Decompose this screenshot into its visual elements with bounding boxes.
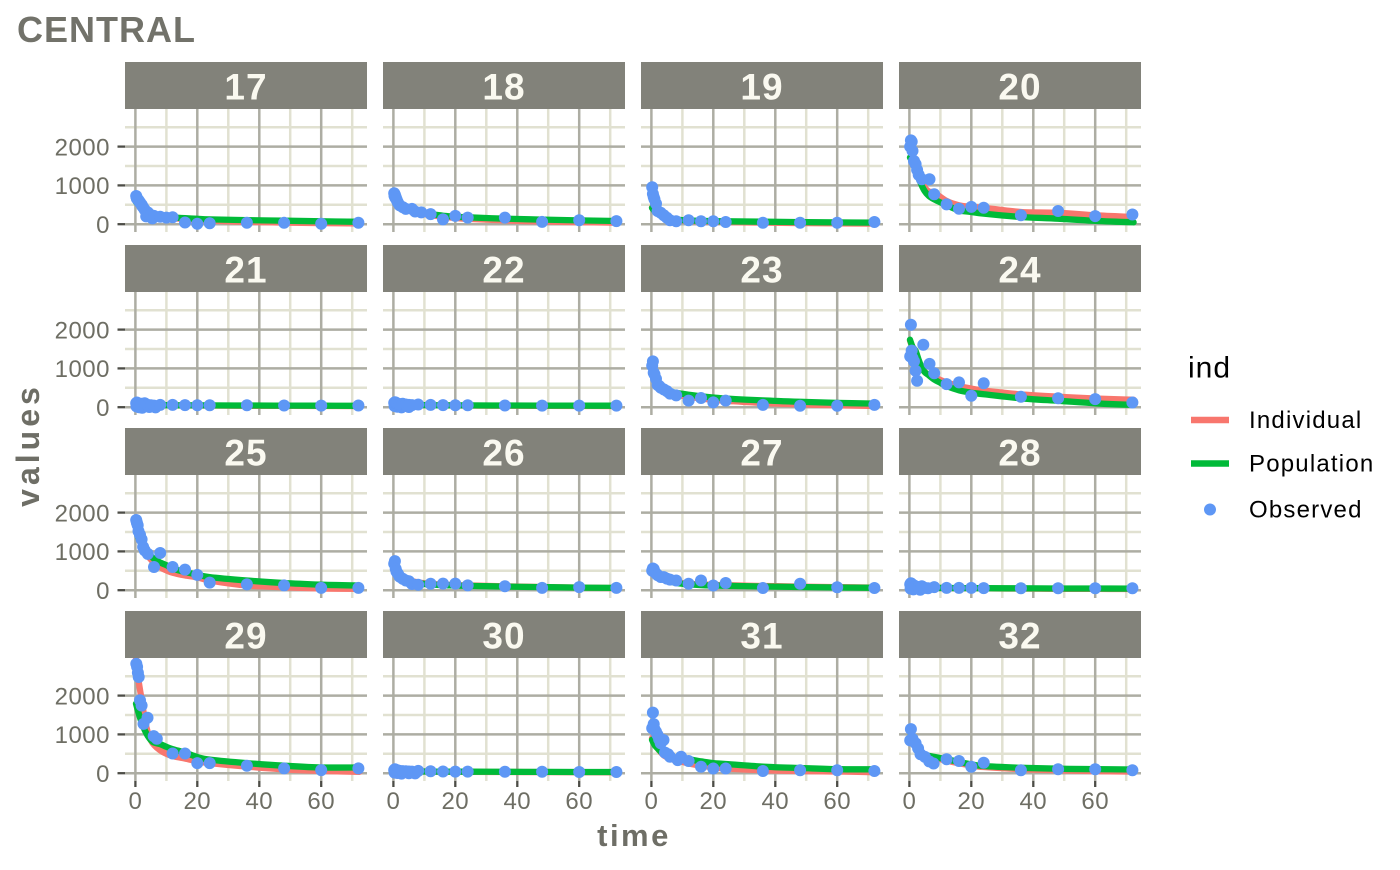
svg-text:60: 60 [1081, 788, 1109, 815]
svg-text:0: 0 [386, 788, 400, 815]
svg-text:22: 22 [482, 250, 525, 291]
svg-text:2000: 2000 [55, 500, 110, 527]
svg-text:Individual: Individual [1249, 407, 1362, 434]
svg-text:19: 19 [740, 67, 783, 108]
svg-text:24: 24 [998, 250, 1041, 291]
svg-text:32: 32 [998, 616, 1041, 657]
svg-text:values: values [10, 383, 46, 507]
svg-text:0: 0 [644, 788, 658, 815]
svg-text:17: 17 [224, 67, 267, 108]
svg-text:0: 0 [96, 761, 110, 788]
svg-text:1000: 1000 [55, 173, 110, 200]
svg-text:18: 18 [482, 67, 525, 108]
svg-text:1000: 1000 [55, 356, 110, 383]
svg-text:20: 20 [183, 788, 211, 815]
svg-text:60: 60 [565, 788, 593, 815]
svg-text:26: 26 [482, 433, 525, 474]
svg-text:CENTRAL: CENTRAL [17, 9, 196, 50]
svg-text:0: 0 [128, 788, 142, 815]
svg-text:60: 60 [307, 788, 335, 815]
svg-text:60: 60 [823, 788, 851, 815]
svg-text:40: 40 [1019, 788, 1047, 815]
svg-text:40: 40 [761, 788, 789, 815]
svg-text:2000: 2000 [55, 134, 110, 161]
svg-text:28: 28 [998, 433, 1041, 474]
svg-text:40: 40 [503, 788, 531, 815]
svg-text:2000: 2000 [55, 683, 110, 710]
svg-text:20: 20 [699, 788, 727, 815]
svg-text:40: 40 [245, 788, 273, 815]
svg-text:1000: 1000 [55, 539, 110, 566]
svg-text:29: 29 [224, 616, 267, 657]
svg-text:0: 0 [96, 395, 110, 422]
svg-text:21: 21 [224, 250, 267, 291]
svg-text:30: 30 [482, 616, 525, 657]
svg-text:1000: 1000 [55, 722, 110, 749]
svg-text:20: 20 [957, 788, 985, 815]
svg-text:ind: ind [1188, 352, 1231, 385]
svg-text:Population: Population [1249, 451, 1374, 478]
svg-text:time: time [597, 818, 671, 853]
svg-text:31: 31 [740, 616, 783, 657]
svg-text:25: 25 [224, 433, 267, 474]
svg-text:20: 20 [998, 67, 1041, 108]
svg-text:2000: 2000 [55, 317, 110, 344]
svg-text:Observed: Observed [1249, 497, 1363, 524]
svg-text:27: 27 [740, 433, 783, 474]
svg-text:0: 0 [96, 212, 110, 239]
svg-text:0: 0 [902, 788, 916, 815]
svg-text:23: 23 [740, 250, 783, 291]
svg-text:20: 20 [441, 788, 469, 815]
svg-text:0: 0 [96, 578, 110, 605]
